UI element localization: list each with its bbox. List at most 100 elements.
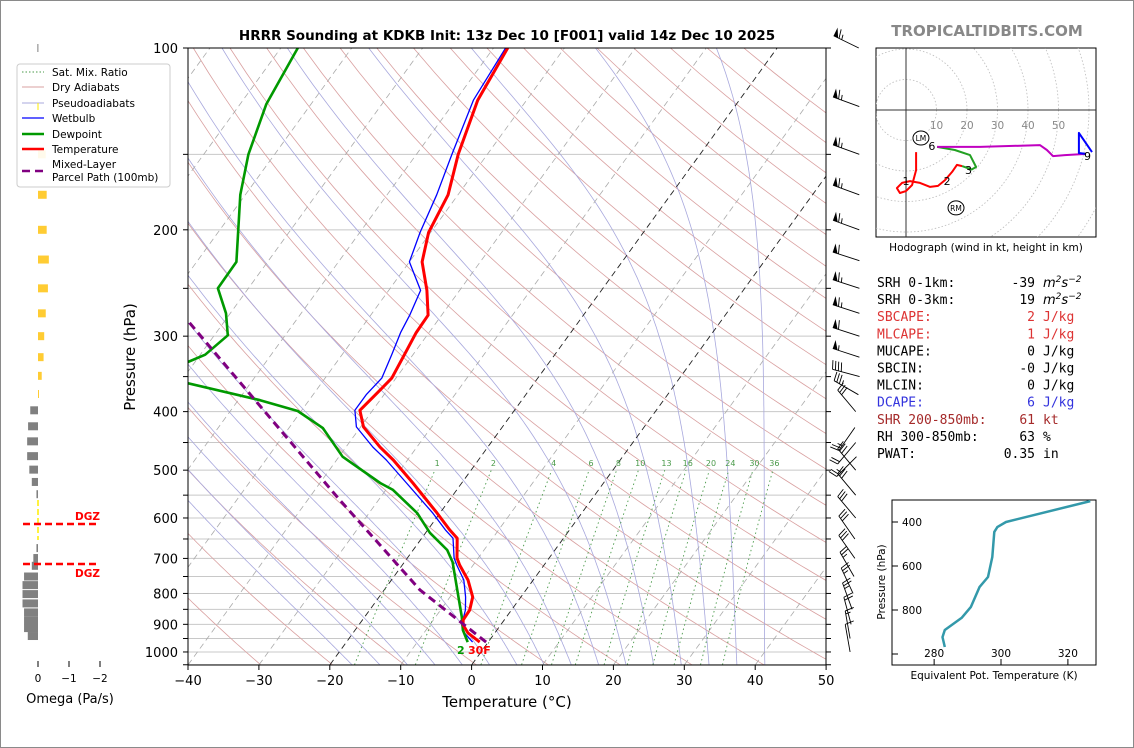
- hodograph-frame: [875, 47, 1097, 238]
- mixing-ratio-label: 8: [616, 459, 621, 468]
- barb-full: [839, 468, 846, 477]
- x-tick-label: 10: [534, 674, 551, 689]
- barb-full: [840, 511, 848, 519]
- mixing-ratio-label: 36: [769, 459, 779, 468]
- legend-label: Sat. Mix. Ratio: [52, 67, 128, 79]
- legend-box: [16, 63, 171, 188]
- barb-full: [842, 564, 851, 572]
- dry-adiabat: [339, 48, 826, 470]
- wind-barb: [830, 427, 856, 451]
- ept-plot: [941, 500, 1091, 648]
- index-value: 0.35: [1004, 447, 1035, 462]
- barb-full: [830, 446, 839, 451]
- barb-full: [829, 459, 838, 465]
- isotherm: [188, 48, 282, 177]
- ept-panel: 280 300 320 400 600 800: [891, 499, 1097, 666]
- omega-bar-rising: [38, 309, 46, 318]
- index-label: SBCIN:: [877, 362, 924, 377]
- mixing-ratio-line: [354, 470, 436, 665]
- index-label: SHR 200-850mb:: [877, 413, 987, 428]
- omega-bar-rising: [38, 284, 48, 293]
- hodograph-trace-0-3km: [895, 152, 963, 194]
- isotherm: [542, 273, 826, 665]
- ept-x-tick-label: 280: [924, 648, 944, 660]
- ept-y-tick-label: 600: [902, 561, 922, 573]
- moist-adiabat: [286, 48, 654, 665]
- barb-half: [838, 345, 840, 351]
- isotherm: [400, 77, 826, 665]
- dry-adiabat: [188, 283, 621, 665]
- dry-adiabat: [486, 48, 826, 332]
- barb-full: [838, 137, 841, 147]
- y-tick-label: 900: [153, 618, 178, 633]
- mixing-ratio-label: 16: [683, 459, 693, 468]
- wind-barb: [838, 508, 856, 540]
- hodograph-height-label: 3: [965, 164, 972, 177]
- mixing-ratio-line: [673, 470, 730, 665]
- moist-adiabat: [188, 468, 381, 665]
- wind-barb: [832, 318, 860, 337]
- index-unit: in: [1043, 447, 1059, 462]
- barb-full: [841, 387, 848, 396]
- omega-bar-sinking: [36, 544, 38, 553]
- wind-barb: [833, 27, 859, 49]
- moist-adiabat: [595, 48, 738, 665]
- barb-flag: [832, 136, 838, 147]
- barb-full: [839, 491, 846, 500]
- moist-adiabat: [188, 363, 463, 665]
- mixing-ratio-line: [521, 470, 590, 665]
- mixing-ratio-label: 13: [661, 459, 671, 468]
- x-tick-label: 50: [818, 674, 835, 689]
- barb-staff: [838, 515, 856, 540]
- index-unit: J/kg: [1043, 310, 1074, 325]
- moist-adiabat: [368, 48, 682, 665]
- ept-y-tick-label: 800: [902, 605, 922, 617]
- dry-adiabat: [376, 48, 826, 435]
- dry-adiabat: [188, 532, 333, 665]
- dgz-label: DGZ: [75, 568, 100, 580]
- dry-adiabat: [523, 48, 826, 299]
- barb-half: [840, 142, 843, 148]
- barb-full: [838, 244, 840, 254]
- wind-barb: [832, 296, 860, 314]
- dry-adiabat: [413, 48, 826, 400]
- mixing-ratio-line: [722, 470, 774, 665]
- x-tick-label: −20: [316, 674, 343, 689]
- index-value: 61: [1019, 413, 1035, 428]
- barb-staff: [839, 552, 855, 577]
- legend-label: Dry Adiabats: [52, 82, 120, 94]
- moist-adiabat: [188, 401, 436, 665]
- mixing-ratio-label: 6: [588, 459, 593, 468]
- isotherm: [188, 48, 636, 665]
- barb-full: [833, 371, 838, 381]
- omega-bar-sinking: [24, 624, 38, 633]
- wind-barb: [837, 382, 857, 412]
- storm-motion-marker: [912, 130, 930, 146]
- hodograph-ring-label: 30: [991, 120, 1004, 132]
- wind-barb: [832, 339, 860, 358]
- y-tick-label: 800: [153, 587, 178, 602]
- index-unit: J/kg: [1043, 327, 1074, 342]
- barb-half: [840, 218, 843, 224]
- barb-staff: [836, 456, 857, 477]
- ept-x-tick-label: 320: [1058, 648, 1078, 660]
- isotherm: [188, 48, 565, 568]
- index-unit: J/kg: [1043, 379, 1074, 394]
- barb-full: [838, 213, 841, 223]
- wind-barb: [842, 577, 853, 610]
- y-tick-label: 400: [153, 406, 178, 421]
- omega-bar-sinking: [27, 632, 38, 641]
- mixing-ratio-line: [551, 470, 618, 665]
- barb-half: [840, 183, 843, 189]
- ept-x-axis-label: Equivalent Pot. Temperature (K): [910, 670, 1077, 682]
- dewpoint-line: [188, 48, 469, 643]
- x-axis-label: Temperature (°C): [441, 693, 571, 711]
- barb-full: [839, 545, 848, 553]
- y-tick-label: 600: [153, 512, 178, 527]
- omega-bar-sinking: [30, 406, 38, 415]
- ept-line: [941, 500, 1091, 648]
- wind-barb: [837, 441, 857, 471]
- mixing-ratio-label: 10: [635, 459, 645, 468]
- mixing-ratio-label: 30: [749, 459, 759, 468]
